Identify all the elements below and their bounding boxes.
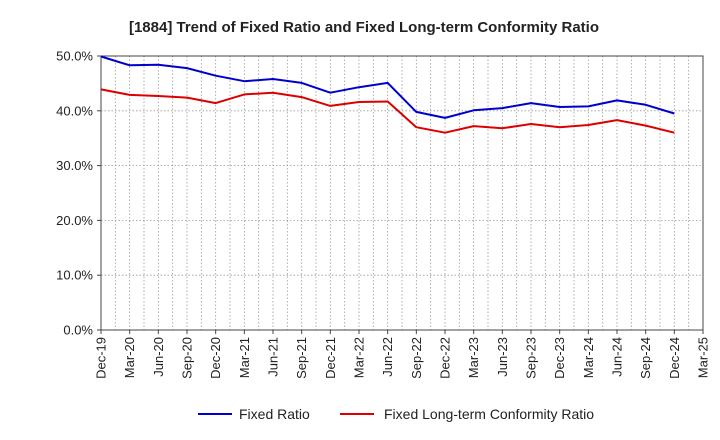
x-tick-label: Sep-21 bbox=[294, 337, 309, 379]
y-tick-label: 20.0% bbox=[56, 213, 93, 228]
x-tick-label: Mar-21 bbox=[237, 337, 252, 378]
x-tick-label: Jun-22 bbox=[380, 337, 395, 377]
y-tick-label: 10.0% bbox=[56, 268, 93, 283]
x-tick-label: Jun-23 bbox=[495, 337, 510, 377]
x-tick-label: Sep-22 bbox=[409, 337, 424, 379]
x-tick-label: Mar-24 bbox=[581, 337, 596, 378]
y-tick-label: 30.0% bbox=[56, 158, 93, 173]
y-tick-label: 0.0% bbox=[63, 323, 93, 338]
axes: 0.0% 10.0% 20.0% 30.0% 40.0% 50.0% Dec-19 Mar-2… bbox=[56, 49, 710, 379]
y-tick-label: 40.0% bbox=[56, 103, 93, 118]
x-tick-label: Dec-23 bbox=[552, 337, 567, 379]
x-tick-label: Dec-24 bbox=[667, 337, 682, 379]
y-tick-label: 50.0% bbox=[56, 49, 93, 64]
series-line-2 bbox=[100, 88, 675, 134]
x-tick-label: Jun-21 bbox=[266, 337, 281, 377]
series-lines bbox=[100, 55, 675, 134]
chart-title: [1884] Trend of Fixed Ratio and Fixed Lo… bbox=[129, 19, 599, 36]
x-tick-label: Dec-19 bbox=[94, 337, 109, 379]
x-tick-label: Sep-20 bbox=[180, 337, 195, 379]
x-tick-label: Sep-23 bbox=[524, 337, 539, 379]
plot-frame bbox=[100, 55, 704, 331]
legend-label: Fixed Long-term Conformity Ratio bbox=[384, 406, 594, 422]
legend-label: Fixed Ratio bbox=[239, 406, 310, 422]
x-tick-label: Dec-20 bbox=[208, 337, 223, 379]
legend: Fixed Ratio Fixed Long-term Conformity Ra… bbox=[198, 406, 594, 422]
x-tick-label: Mar-20 bbox=[122, 337, 137, 378]
x-tick-label: Jun-24 bbox=[610, 337, 625, 377]
x-tick-label: Mar-25 bbox=[696, 337, 711, 378]
x-tick-label: Dec-21 bbox=[323, 337, 338, 379]
x-tick-label: Mar-23 bbox=[466, 337, 481, 378]
x-tick-label: Sep-24 bbox=[638, 337, 653, 379]
x-tick-label: Mar-22 bbox=[352, 337, 367, 378]
series-line-1 bbox=[100, 55, 675, 119]
x-tick-label: Jun-20 bbox=[151, 337, 166, 377]
x-tick-label: Dec-22 bbox=[438, 337, 453, 379]
